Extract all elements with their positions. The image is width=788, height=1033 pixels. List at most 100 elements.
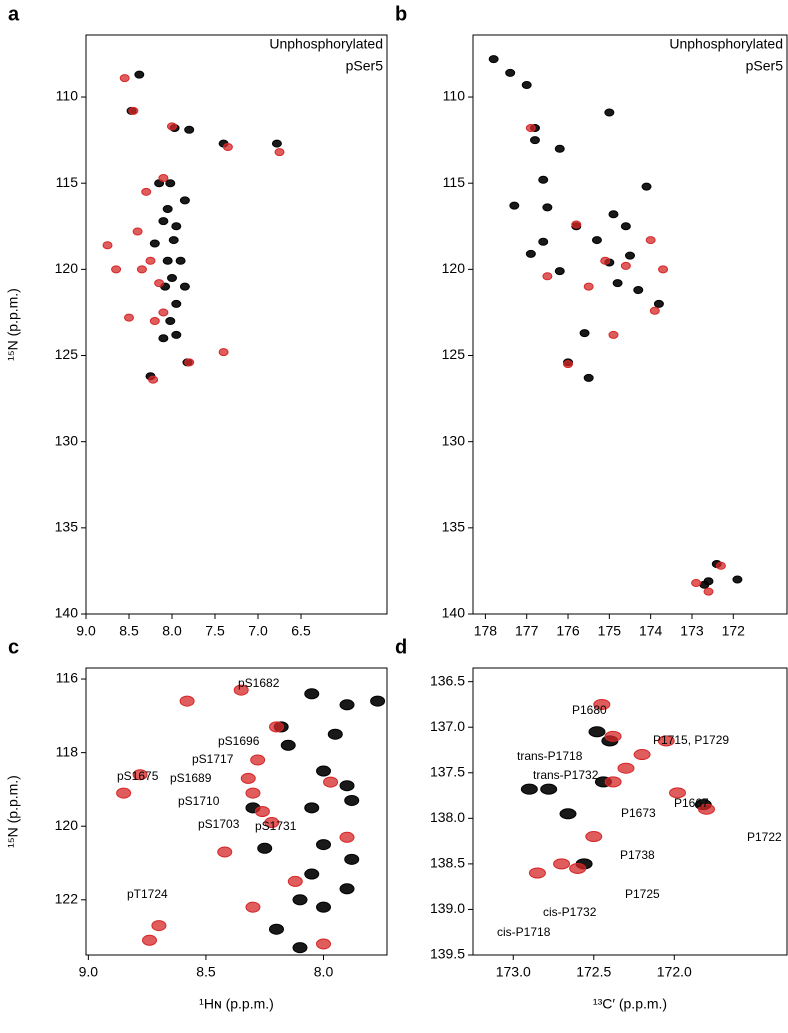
y-axis-label: ¹⁵N (p.p.m.) bbox=[5, 775, 21, 848]
peak bbox=[608, 210, 619, 219]
peak bbox=[132, 769, 148, 781]
annotation: pT1724 bbox=[127, 887, 168, 901]
annotation: P1680 bbox=[572, 703, 607, 717]
peak bbox=[240, 772, 256, 784]
peak bbox=[538, 175, 549, 184]
x-tick-label: 8.5 bbox=[196, 964, 216, 980]
y-tick-label: 110 bbox=[443, 88, 466, 104]
y-tick-label: 115 bbox=[56, 174, 79, 190]
peak bbox=[233, 684, 249, 696]
peak bbox=[171, 330, 182, 339]
peak bbox=[179, 196, 190, 205]
peak bbox=[509, 201, 520, 210]
annotation: trans-P1732 bbox=[533, 768, 599, 782]
annotation: pS1675 bbox=[117, 769, 159, 783]
peak bbox=[154, 279, 165, 288]
peak bbox=[304, 868, 320, 880]
annotation: cis-P1732 bbox=[543, 905, 597, 919]
peak bbox=[245, 787, 261, 799]
peak bbox=[505, 68, 516, 77]
peak bbox=[257, 842, 273, 854]
peak bbox=[222, 143, 233, 152]
legend-entry: pSer5 bbox=[346, 58, 384, 74]
y-tick-label: 122 bbox=[55, 891, 79, 907]
annotation: cis-P1718 bbox=[497, 925, 551, 939]
legend-entry: pSer5 bbox=[746, 58, 784, 74]
peak bbox=[703, 587, 714, 596]
peak bbox=[691, 578, 702, 587]
peak bbox=[540, 783, 558, 795]
peak bbox=[162, 205, 173, 214]
peak bbox=[304, 688, 320, 700]
peaks bbox=[488, 55, 743, 596]
peak bbox=[525, 124, 536, 133]
peak bbox=[542, 203, 553, 212]
peak bbox=[529, 136, 540, 145]
annotation: P1738 bbox=[620, 848, 655, 862]
annotation: pS1717 bbox=[192, 752, 234, 766]
peak bbox=[645, 236, 656, 245]
peak bbox=[148, 375, 159, 384]
legend-entry: Unphosphorylated bbox=[269, 36, 383, 52]
peak bbox=[141, 934, 157, 946]
panel: d 173.0 172.5 172.0 136.5 137.0 137.5 138.0 138.… bbox=[395, 636, 788, 1012]
peak bbox=[102, 241, 113, 250]
peak bbox=[658, 265, 669, 274]
annotation: P1725 bbox=[625, 887, 660, 901]
peak bbox=[559, 808, 577, 820]
panel-letter: c bbox=[8, 636, 19, 658]
y-axis-label: ¹⁵N (p.p.m.) bbox=[5, 288, 21, 361]
annotation: pS1689 bbox=[170, 771, 212, 785]
peak bbox=[184, 125, 195, 134]
peak bbox=[162, 256, 173, 265]
x-tick-label: 178 bbox=[474, 623, 498, 639]
peak bbox=[217, 846, 233, 858]
annotation: P1667 bbox=[674, 796, 709, 810]
peak bbox=[280, 739, 296, 751]
x-tick-label: 7.5 bbox=[205, 623, 225, 639]
panel: a 9.0 8.5 8.0 7.5 7.0 6.5 110 115 120 125 130 135 140… bbox=[5, 3, 388, 639]
peak bbox=[633, 286, 644, 295]
annotation: P1722 bbox=[747, 830, 782, 844]
y-tick-label: 120 bbox=[442, 260, 466, 276]
peak bbox=[316, 901, 332, 913]
peak bbox=[579, 329, 590, 338]
peak bbox=[620, 222, 631, 231]
peak bbox=[633, 749, 651, 761]
peak bbox=[151, 920, 167, 932]
peak bbox=[569, 862, 587, 874]
peak bbox=[171, 222, 182, 231]
x-axis-label: ¹³C′ (p.p.m.) bbox=[593, 996, 667, 1012]
peak bbox=[525, 249, 536, 258]
peak bbox=[625, 251, 635, 260]
peak bbox=[553, 858, 571, 870]
plot-frame bbox=[472, 667, 788, 956]
legend-entry: Unphosphorylated bbox=[669, 36, 783, 52]
peak bbox=[179, 695, 195, 707]
peak bbox=[339, 831, 355, 843]
x-tick-label: 8.0 bbox=[314, 964, 334, 980]
peak bbox=[136, 265, 147, 274]
peak bbox=[158, 308, 169, 317]
y-tick-label: 135 bbox=[442, 519, 466, 535]
peak bbox=[697, 803, 715, 815]
y-tick-label: 120 bbox=[55, 260, 79, 276]
y-tick-label: 138.5 bbox=[430, 855, 465, 871]
peak bbox=[271, 139, 282, 148]
peak bbox=[149, 317, 160, 326]
peak bbox=[641, 182, 652, 191]
y-tick-label: 116 bbox=[56, 670, 79, 686]
peak bbox=[167, 122, 177, 131]
peak bbox=[344, 794, 360, 806]
peak bbox=[604, 776, 622, 788]
peak bbox=[600, 256, 611, 265]
x-tick-label: 175 bbox=[598, 623, 622, 639]
x-tick-label: 176 bbox=[556, 623, 580, 639]
y-tick-label: 130 bbox=[55, 432, 79, 448]
peak bbox=[604, 108, 615, 117]
peak bbox=[588, 726, 606, 738]
x-tick-label: 7.0 bbox=[248, 623, 268, 639]
y-tick-label: 115 bbox=[443, 174, 466, 190]
peak bbox=[323, 776, 339, 788]
y-tick-label: 140 bbox=[55, 605, 79, 621]
